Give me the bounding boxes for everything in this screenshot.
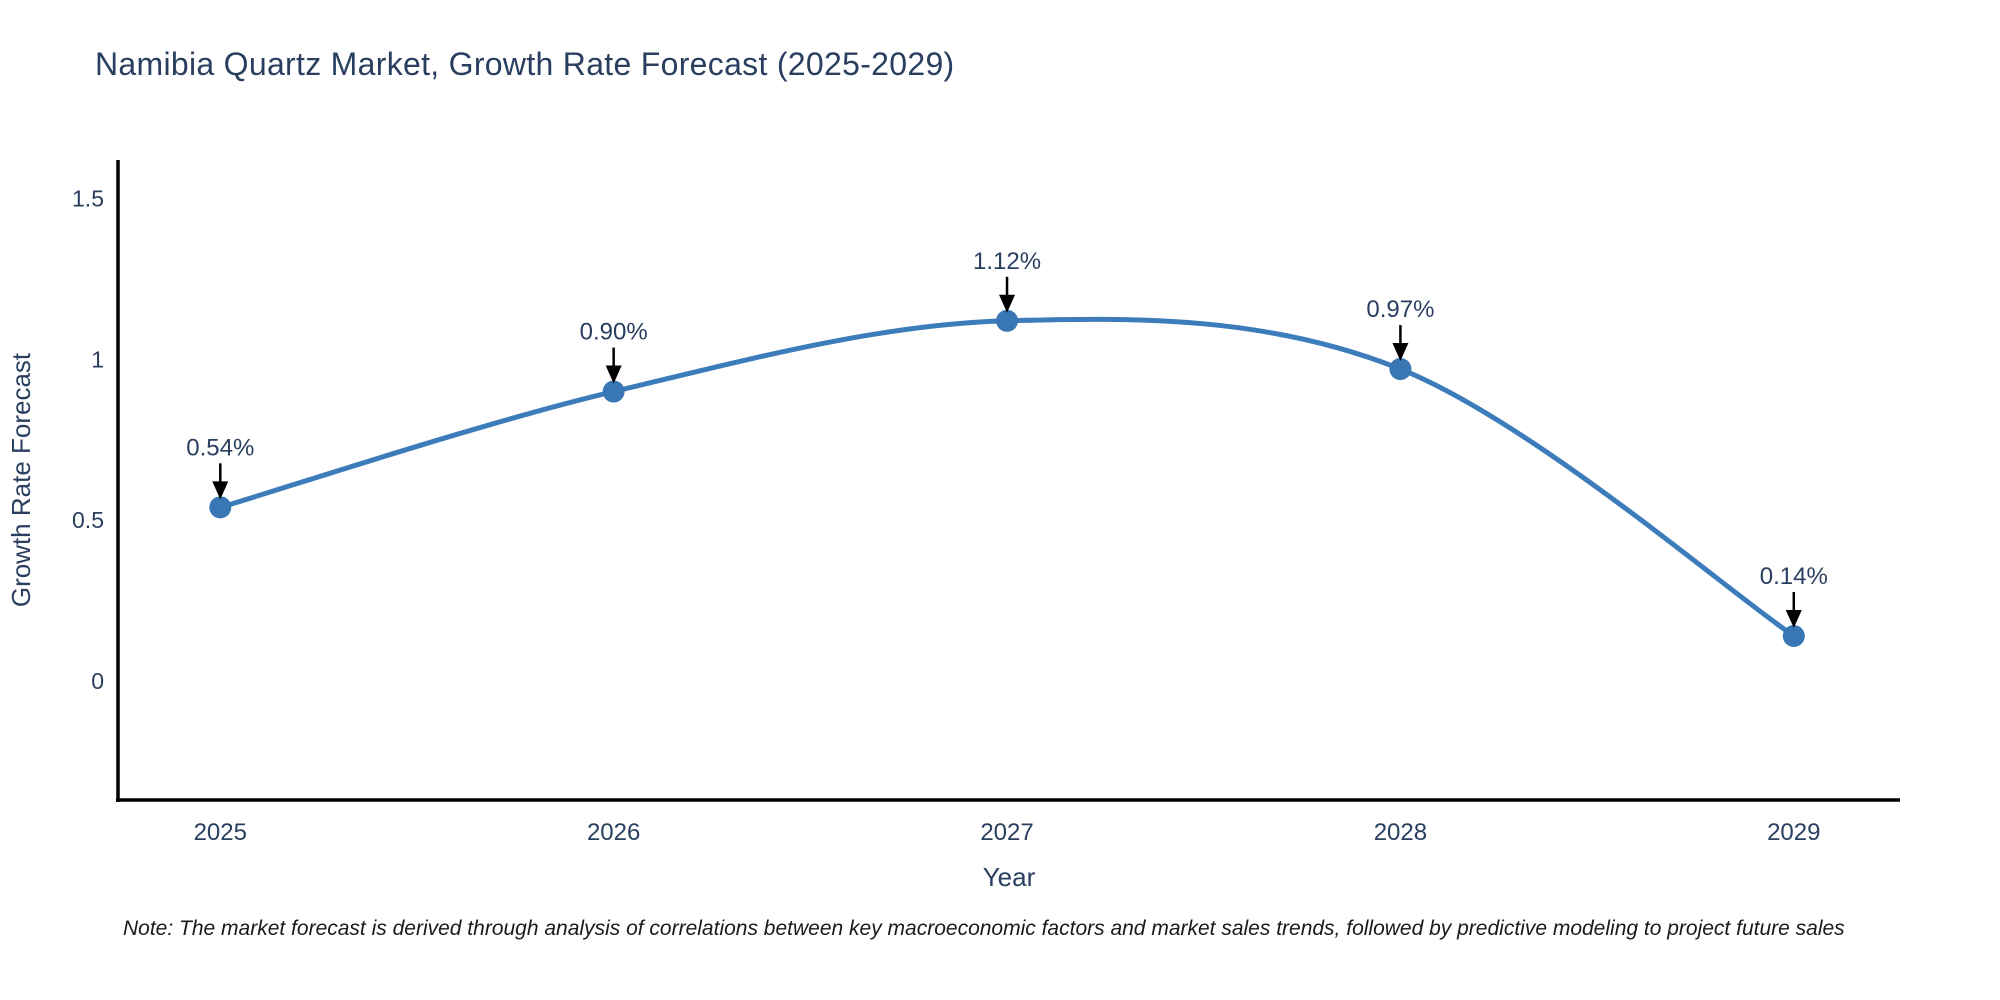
- x-tick-label: 2027: [980, 819, 1033, 846]
- y-tick-label: 1.5: [72, 186, 104, 212]
- data-point-marker: [209, 496, 232, 519]
- x-tick-label: 2028: [1374, 819, 1427, 846]
- annotation-label: 0.97%: [1366, 296, 1434, 323]
- series-line: [217, 316, 1797, 639]
- y-tick-label: 0: [91, 668, 104, 694]
- annotation-label: 0.90%: [580, 319, 648, 346]
- footnote: Note: The market forecast is derived thr…: [123, 917, 1845, 940]
- annotation-label: 1.12%: [973, 248, 1041, 275]
- x-axis-title: Year: [983, 862, 1036, 892]
- x-tick-label: 2025: [194, 819, 247, 846]
- annotation-arrow-head: [999, 294, 1016, 313]
- y-tick-label: 1: [91, 346, 104, 372]
- data-point-marker: [996, 309, 1019, 332]
- data-point-marker: [1782, 624, 1805, 647]
- annotation-arrow-head: [1392, 343, 1409, 362]
- chart-title: Namibia Quartz Market, Growth Rate Forec…: [95, 46, 955, 82]
- data-point-marker: [602, 380, 625, 403]
- annotation-arrow-head: [212, 481, 229, 500]
- x-tick-label: 2029: [1767, 819, 1820, 846]
- x-tick-label: 2026: [587, 819, 640, 846]
- y-axis-title: Growth Rate Forecast: [6, 352, 36, 607]
- annotation-label: 0.54%: [186, 434, 254, 461]
- annotation-label: 0.14%: [1760, 563, 1828, 590]
- data-point-marker: [1389, 358, 1412, 381]
- annotation-arrow-head: [605, 365, 622, 384]
- y-tick-label: 0.5: [72, 507, 104, 533]
- annotation-arrow-head: [1785, 609, 1802, 628]
